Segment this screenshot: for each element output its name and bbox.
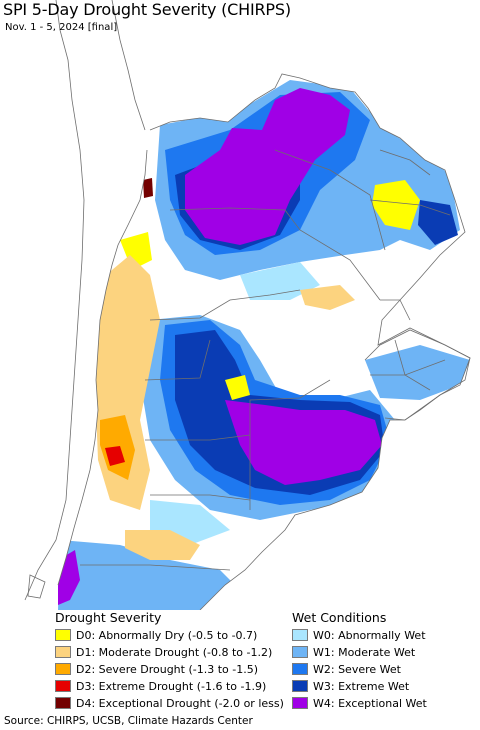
- legend-item-w1: W1: Moderate Wet: [292, 645, 415, 659]
- d0-patch-east: [372, 180, 420, 230]
- legend-item-d3: D3: Extreme Drought (-1.6 to -1.9): [55, 679, 266, 693]
- w3-region-east: [418, 200, 458, 245]
- uruguay-inner-b: [370, 359, 446, 376]
- legend-drought-heading: Drought Severity: [55, 610, 162, 625]
- swatch-d2: [55, 663, 71, 675]
- swatch-w4: [292, 697, 308, 709]
- legend-label-d0: D0: Abnormally Dry (-0.5 to -0.7): [76, 628, 258, 642]
- legend-label-w2: W2: Severe Wet: [313, 662, 401, 676]
- land-outline: [149, 73, 471, 610]
- legend-label-w1: W1: Moderate Wet: [313, 645, 416, 659]
- province-line-b: [144, 339, 211, 381]
- d0-patch-west: [120, 232, 152, 270]
- swatch-w1: [292, 646, 308, 658]
- coastline-west: [24, 0, 146, 601]
- province-line-d: [150, 494, 251, 501]
- map-title: SPI 5-Day Drought Severity (CHIRPS): [3, 0, 291, 19]
- province-line-a: [149, 289, 301, 321]
- province-line-c: [145, 379, 331, 441]
- swatch-w3: [292, 680, 308, 692]
- d0-patch-center: [225, 375, 250, 400]
- legend-label-d1: D1: Moderate Drought (-0.8 to -1.2): [76, 645, 273, 659]
- paraguay-border: [274, 149, 386, 251]
- legend-label-w3: W3: Extreme Wet: [313, 679, 410, 693]
- legend-item-w3: W3: Extreme Wet: [292, 679, 409, 693]
- source-credit: Source: CHIRPS, UCSB, Climate Hazards Ce…: [4, 715, 253, 727]
- legend-item-d1: D1: Moderate Drought (-0.8 to -1.2): [55, 645, 272, 659]
- legend-wet-heading: Wet Conditions: [292, 610, 387, 625]
- brazil-state-a: [379, 149, 431, 176]
- bolivia-border: [169, 207, 381, 301]
- swatch-d3: [55, 680, 71, 692]
- w4-region-north: [185, 88, 350, 245]
- swatch-d0: [55, 629, 71, 641]
- w1-region-south: [58, 540, 240, 610]
- swatch-w0: [292, 629, 308, 641]
- swatch-d1: [55, 646, 71, 658]
- legend-item-d2: D2: Severe Drought (-1.3 to -1.5): [55, 662, 258, 676]
- d1-region-south: [125, 530, 200, 560]
- uruguay-border: [364, 329, 471, 421]
- brazil-border: [380, 299, 411, 321]
- andes-border: [57, 149, 148, 586]
- map-subtitle: Nov. 1 - 5, 2024 [final]: [5, 22, 118, 33]
- w4-region-central: [225, 400, 382, 485]
- province-line-e: [80, 564, 231, 571]
- legend: Drought Severity Wet Conditions D0: Abno…: [0, 610, 480, 710]
- swatch-d4: [55, 697, 71, 709]
- legend-label-d3: D3: Extreme Drought (-1.6 to -1.9): [76, 679, 267, 693]
- legend-item-w4: W4: Exceptional Wet: [292, 696, 427, 710]
- legend-label-w0: W0: Abnormally Wet: [313, 628, 426, 642]
- d1-patch-north: [300, 285, 355, 310]
- legend-label-d4: D4: Exceptional Drought (-2.0 or less): [76, 696, 284, 710]
- w0-region-a: [240, 262, 320, 300]
- d3-patch-west: [105, 446, 125, 466]
- legend-item-w2: W2: Severe Wet: [292, 662, 401, 676]
- legend-label-d2: D2: Severe Drought (-1.3 to -1.5): [76, 662, 259, 676]
- w1-region-east: [365, 345, 470, 400]
- drought-map: [24, 0, 471, 610]
- legend-label-w4: W4: Exceptional Wet: [313, 696, 427, 710]
- legend-item-w0: W0: Abnormally Wet: [292, 628, 426, 642]
- legend-item-d4: D4: Exceptional Drought (-2.0 or less): [55, 696, 284, 710]
- d4-patch-north: [143, 178, 153, 198]
- brazil-state-b: [369, 199, 451, 216]
- swatch-w2: [292, 663, 308, 675]
- legend-item-d0: D0: Abnormally Dry (-0.5 to -0.7): [55, 628, 257, 642]
- boundaries: [57, 73, 471, 610]
